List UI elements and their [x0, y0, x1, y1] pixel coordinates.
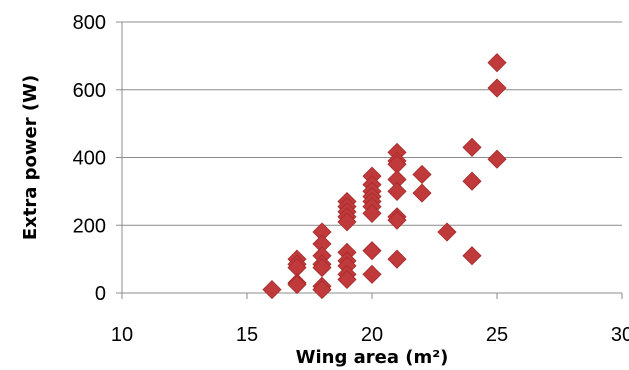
axes [116, 21, 623, 299]
data-point [462, 137, 482, 157]
data-point [412, 183, 432, 203]
data-point [412, 164, 432, 185]
data-point [387, 249, 407, 269]
gridlines [122, 21, 622, 226]
data-point [462, 246, 482, 266]
data-point [312, 258, 332, 278]
x-tick-label: 25 [486, 324, 508, 346]
data-point [462, 171, 482, 191]
y-tick-labels: 0 200 400 600 800 [73, 12, 106, 305]
y-tick-label: 0 [95, 283, 106, 305]
x-tick-label: 15 [236, 324, 258, 346]
data-point [287, 274, 307, 295]
data-point [487, 149, 507, 169]
data-point [362, 203, 382, 223]
y-tick-label: 600 [73, 80, 106, 102]
data-point [312, 280, 332, 300]
x-axis-title: Wing area (m²) [296, 347, 449, 368]
y-tick-label: 400 [73, 148, 106, 170]
y-axis-title: Extra power (W) [20, 75, 41, 240]
data-point [437, 222, 457, 242]
x-tick-label: 20 [361, 324, 383, 346]
data-point [337, 269, 357, 290]
data-point [387, 210, 407, 230]
data-points [262, 53, 507, 300]
data-point [362, 264, 382, 284]
data-point [487, 53, 507, 73]
data-point [487, 78, 507, 98]
data-point [337, 212, 357, 232]
y-tick-label: 200 [73, 215, 106, 237]
data-point [262, 280, 282, 300]
x-tick-labels: 10 15 20 25 30 [111, 324, 629, 346]
y-tick-label: 800 [73, 12, 106, 34]
data-point [362, 241, 382, 261]
data-point [387, 181, 407, 201]
x-tick-label: 30 [611, 324, 629, 346]
x-tick-label: 10 [111, 324, 133, 346]
